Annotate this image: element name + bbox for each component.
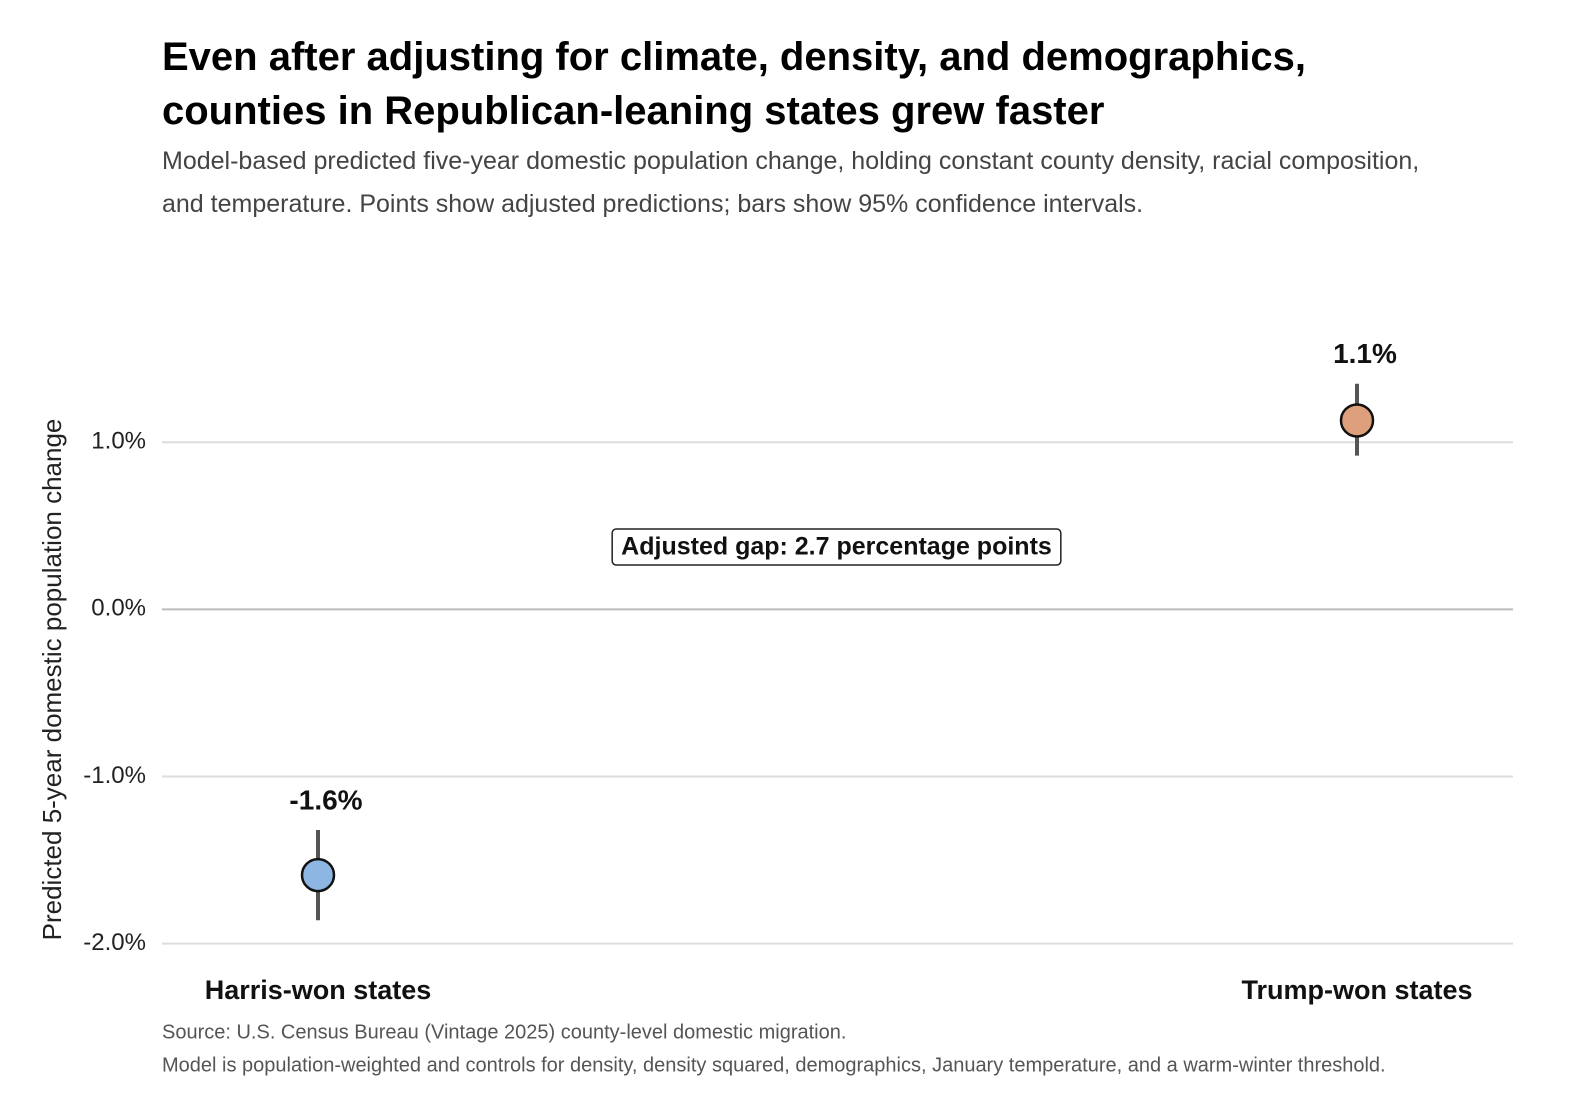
source-note: Source: U.S. Census Bureau (Vintage 2025… xyxy=(162,1021,846,1043)
y-tick-label: 0.0% xyxy=(91,595,146,622)
annotation: Adjusted gap: 2.7 percentage points xyxy=(621,533,1052,561)
point xyxy=(1339,403,1375,438)
value-label: -1.6% xyxy=(289,784,362,815)
y-axis-label: Predicted 5-year domestic population cha… xyxy=(37,419,67,941)
value-label: 1.1% xyxy=(1333,338,1397,369)
source-note: Model is population-weighted and control… xyxy=(162,1054,1386,1076)
x-tick-label: Trump-won states xyxy=(1241,975,1472,1005)
annotation-box xyxy=(611,528,1062,566)
chart-title: Even after adjusting for climate, densit… xyxy=(162,35,1306,133)
chart-subtitle: Model-based predicted five-year domestic… xyxy=(162,147,1420,218)
y-tick-label: -1.0% xyxy=(83,762,146,789)
point xyxy=(300,857,336,893)
x-tick-label: Harris-won states xyxy=(205,975,432,1005)
y-tick-label: -2.0% xyxy=(83,929,146,956)
y-tick-label: 1.0% xyxy=(91,428,146,455)
